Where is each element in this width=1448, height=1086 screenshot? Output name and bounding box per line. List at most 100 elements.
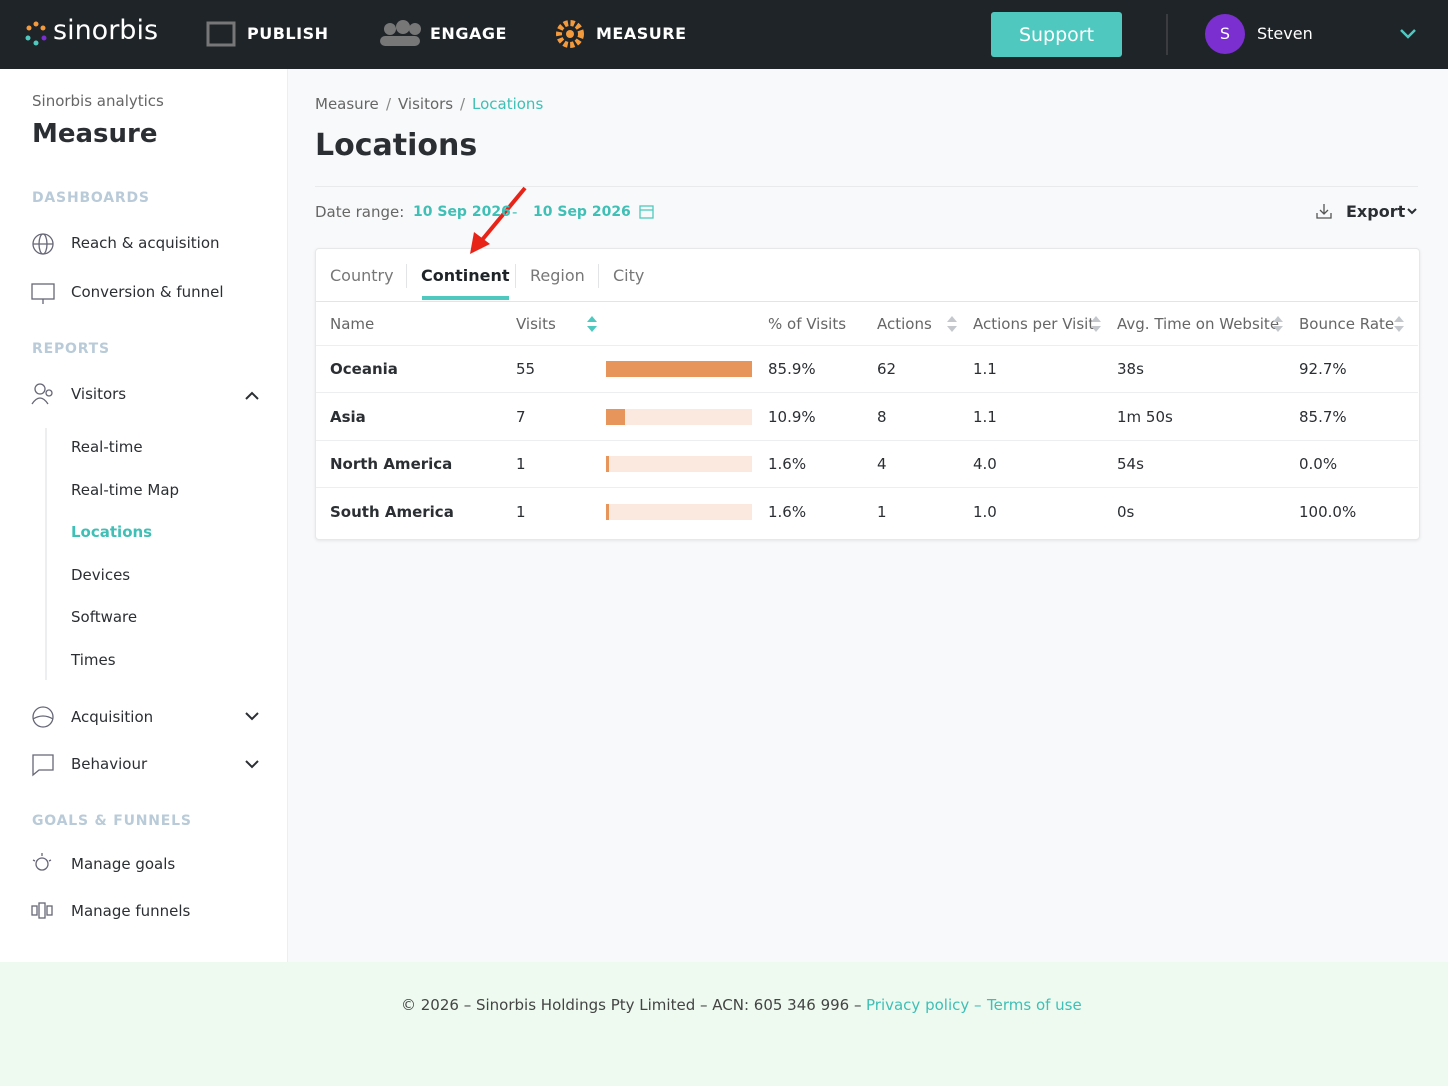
nav-subitem[interactable]: Real-time Map: [71, 481, 180, 499]
cell: 1: [877, 503, 887, 521]
footer-terms[interactable]: Terms of use: [987, 996, 1082, 1014]
breadcrumb-item[interactable]: Visitors: [398, 95, 454, 113]
avatar: S: [1219, 24, 1231, 43]
tab[interactable]: City: [613, 266, 645, 285]
page-title: Locations: [315, 128, 478, 163]
column-header[interactable]: Avg. Time on Website: [1117, 315, 1280, 333]
nav-item[interactable]: Conversion & funnel: [71, 283, 224, 301]
nav-item[interactable]: Manage goals: [71, 855, 176, 873]
section-heading: DASHBOARDS: [32, 190, 150, 206]
row-divider: [316, 345, 1418, 346]
breadcrumb-item[interactable]: Measure: [315, 95, 379, 113]
export-button[interactable]: Export: [1346, 202, 1406, 221]
breadcrumb-separator: /: [460, 95, 466, 113]
date-label: Date range:: [315, 203, 405, 221]
nav-item[interactable]: Visitors: [71, 385, 127, 403]
sidebar: [0, 69, 288, 962]
cell: 0s: [1117, 503, 1135, 521]
nav-subitem[interactable]: Times: [71, 651, 116, 669]
cell: 4.0: [973, 455, 997, 473]
nav-subitem[interactable]: Locations: [71, 523, 153, 541]
bar-track: [606, 504, 752, 520]
breadcrumb-item: Locations: [472, 95, 544, 113]
divider: [315, 186, 1418, 187]
row-divider: [316, 440, 1418, 441]
date-to[interactable]: 10 Sep 2026: [533, 204, 631, 220]
tab-divider: [406, 264, 407, 288]
tab-divider: [515, 264, 516, 288]
footer: [0, 962, 1448, 1086]
active-tab-underline: [422, 296, 509, 300]
tab-border: [316, 301, 1418, 302]
cell: 54s: [1117, 455, 1144, 473]
cell: 1: [516, 455, 526, 473]
bar-track: [606, 409, 752, 425]
sort-icon[interactable]: [1394, 316, 1404, 332]
column-header: Name: [330, 315, 375, 333]
user-name[interactable]: Steven: [1257, 24, 1313, 43]
nav-subitem[interactable]: Real-time: [71, 438, 143, 456]
sidebar-title: Measure: [32, 119, 158, 149]
row-name: North America: [330, 455, 453, 473]
date-from[interactable]: 10 Sep 2026: [413, 204, 511, 220]
cell: 7: [516, 408, 526, 426]
cell: 62: [877, 360, 897, 378]
nav-item[interactable]: Behaviour: [71, 755, 148, 773]
date-separator: -: [512, 203, 518, 221]
sort-icon[interactable]: [1091, 316, 1101, 332]
cell: 1.1: [973, 360, 997, 378]
cell: 8: [877, 408, 887, 426]
column-header: % of Visits: [768, 315, 847, 333]
cell: 85.7%: [1299, 408, 1347, 426]
sort-icon[interactable]: [1273, 316, 1283, 332]
visits-bar: [606, 456, 609, 472]
cell: 1.6%: [768, 503, 807, 521]
support-label[interactable]: Support: [1018, 24, 1095, 46]
tab[interactable]: Country: [330, 266, 394, 285]
cell: 0.0%: [1299, 455, 1338, 473]
tab-divider: [598, 264, 599, 288]
cell: 1.0: [973, 503, 997, 521]
visits-bar: [606, 504, 609, 520]
visits-bar: [606, 409, 625, 425]
sort-icon[interactable]: [587, 316, 597, 332]
section-heading: GOALS & FUNNELS: [32, 813, 192, 829]
cell: 1: [516, 503, 526, 521]
nav-subitem[interactable]: Software: [71, 608, 138, 626]
visits-bar: [606, 361, 752, 377]
column-header[interactable]: Bounce Rate: [1299, 315, 1395, 333]
nav-link[interactable]: MEASURE: [596, 24, 687, 43]
footer-separator: –: [974, 996, 982, 1014]
cell: 55: [516, 360, 536, 378]
cell: 92.7%: [1299, 360, 1347, 378]
bar-track: [606, 456, 752, 472]
row-divider: [316, 392, 1418, 393]
column-header[interactable]: Actions: [877, 315, 932, 333]
tab[interactable]: Continent: [421, 266, 510, 285]
row-name: South America: [330, 503, 454, 521]
nav-subitem[interactable]: Devices: [71, 566, 131, 584]
row-name: Oceania: [330, 360, 398, 378]
cell: 1.6%: [768, 455, 807, 473]
nav-item[interactable]: Manage funnels: [71, 902, 191, 920]
support-button[interactable]: [991, 12, 1122, 57]
sidebar-subtitle: Sinorbis analytics: [32, 92, 164, 110]
cell: 1.1: [973, 408, 997, 426]
nav-link[interactable]: PUBLISH: [247, 24, 329, 43]
cell: 1m 50s: [1117, 408, 1173, 426]
cell: 4: [877, 455, 887, 473]
tab[interactable]: Region: [530, 266, 585, 285]
nav-link[interactable]: ENGAGE: [430, 24, 507, 43]
nav-item[interactable]: Reach & acquisition: [71, 234, 220, 252]
row-divider: [316, 487, 1418, 488]
footer-text: © 2026 – Sinorbis Holdings Pty Limited –…: [401, 996, 862, 1014]
column-header[interactable]: Actions per Visit: [973, 315, 1095, 333]
cell: 38s: [1117, 360, 1144, 378]
cell: 10.9%: [768, 408, 816, 426]
footer-privacy[interactable]: Privacy policy: [866, 996, 970, 1014]
sort-icon[interactable]: [947, 316, 957, 332]
column-header[interactable]: Visits: [516, 315, 556, 333]
nav-item[interactable]: Acquisition: [71, 708, 154, 726]
